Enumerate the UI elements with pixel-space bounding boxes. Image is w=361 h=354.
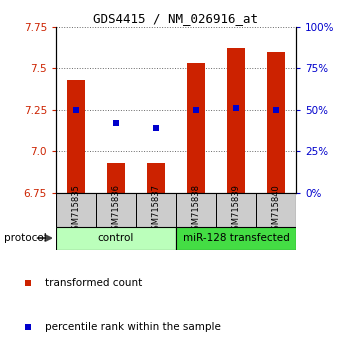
Bar <box>216 193 256 227</box>
Bar <box>187 63 205 193</box>
Bar <box>176 227 296 250</box>
Text: protocol: protocol <box>4 233 46 243</box>
Text: miR-128 transfected: miR-128 transfected <box>183 233 290 243</box>
Text: percentile rank within the sample: percentile rank within the sample <box>45 322 221 332</box>
Text: transformed count: transformed count <box>45 278 142 288</box>
Bar <box>107 163 125 193</box>
Text: GSM715840: GSM715840 <box>271 184 280 235</box>
Text: GSM715837: GSM715837 <box>152 184 161 235</box>
Text: GSM715839: GSM715839 <box>231 184 240 235</box>
Text: control: control <box>98 233 134 243</box>
Text: GSM715835: GSM715835 <box>71 184 81 235</box>
Bar <box>96 193 136 227</box>
Bar <box>227 48 245 193</box>
Text: GSM715836: GSM715836 <box>112 184 121 235</box>
Title: GDS4415 / NM_026916_at: GDS4415 / NM_026916_at <box>93 12 258 25</box>
Bar <box>67 80 85 193</box>
Bar <box>56 227 176 250</box>
Bar <box>56 193 96 227</box>
Bar <box>176 193 216 227</box>
Bar <box>147 163 165 193</box>
Bar <box>256 193 296 227</box>
Bar <box>136 193 176 227</box>
Text: GSM715838: GSM715838 <box>191 184 200 235</box>
Bar <box>267 52 285 193</box>
